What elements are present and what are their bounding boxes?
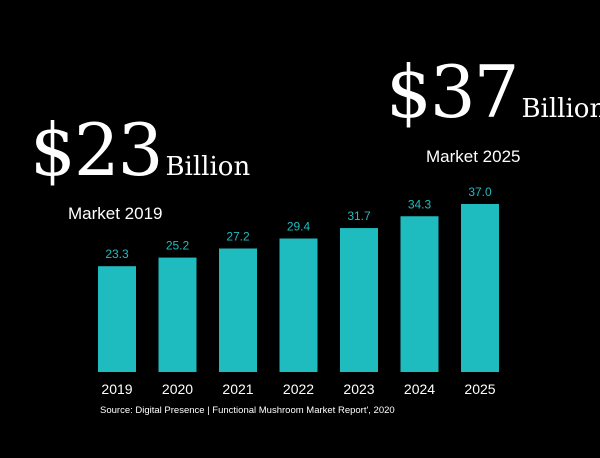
value-label-2020: 25.2 [166, 239, 190, 253]
value-label-2025: 37.0 [468, 185, 492, 199]
bar-2020 [158, 257, 197, 372]
value-label-2024: 34.3 [408, 197, 432, 211]
tick-label-2024: 2024 [404, 381, 435, 397]
value-label-2022: 29.4 [287, 220, 311, 234]
value-label-2023: 31.7 [347, 209, 371, 223]
callout-2025: $37 Billion Market 2025 [386, 50, 600, 166]
tick-label-2022: 2022 [283, 381, 314, 397]
value-label-2019: 23.3 [105, 247, 129, 261]
callout-2019-label: Market 2019 [68, 204, 163, 223]
tick-label-2020: 2020 [162, 381, 193, 397]
bar-2021 [219, 248, 257, 372]
callout-2025-label: Market 2025 [426, 147, 521, 166]
bar-2025 [461, 204, 499, 372]
source-note: Source: Digital Presence | Functional Mu… [100, 405, 395, 416]
tick-label-2025: 2025 [464, 381, 495, 397]
bar-2022 [279, 238, 318, 372]
tick-label-2019: 2019 [101, 381, 132, 397]
tick-label-2021: 2021 [222, 381, 253, 397]
tick-label-2023: 2023 [343, 381, 374, 397]
callout-2025-amount: $37 [386, 50, 519, 134]
callout-2019-unit: Billion [165, 152, 251, 182]
callout-2019: $23 Billion Market 2019 [30, 108, 251, 223]
callout-2025-unit: Billion [521, 94, 600, 124]
bar-2023 [340, 228, 378, 372]
bar-2024 [400, 216, 439, 372]
bar-2019 [98, 266, 136, 372]
callout-2019-amount: $23 [30, 108, 163, 192]
value-label-2021: 27.2 [226, 229, 250, 243]
